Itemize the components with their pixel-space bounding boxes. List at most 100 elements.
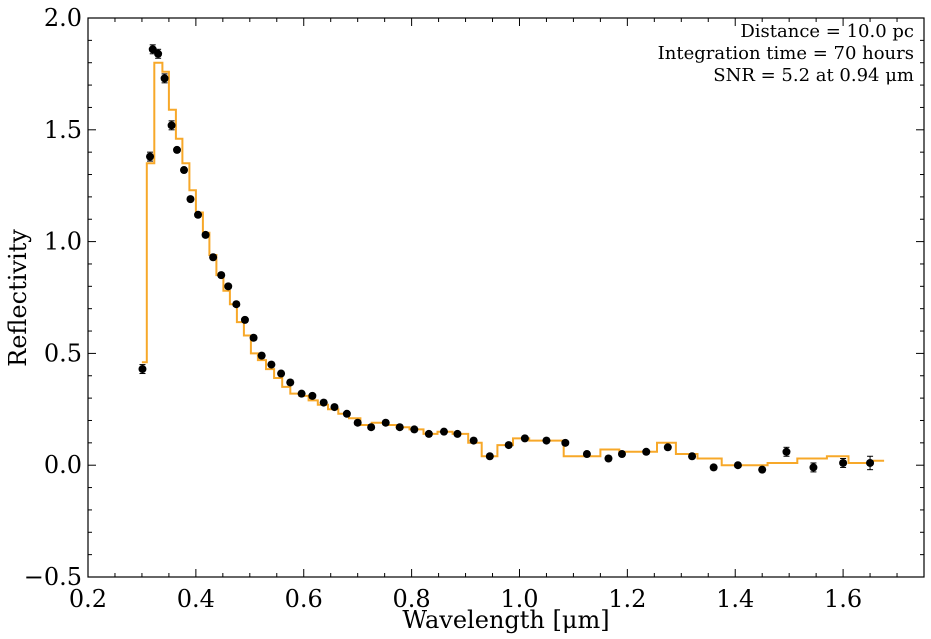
data-point [642, 447, 651, 456]
data-point [257, 351, 266, 360]
y-axis-title: Reflectivity [4, 229, 32, 367]
data-marker [209, 253, 218, 262]
data-point [353, 418, 362, 427]
data-point [809, 462, 818, 473]
data-point [160, 73, 169, 84]
x-tick-label: 1.4 [716, 585, 754, 613]
data-marker [146, 152, 155, 161]
x-tick-label: 0.4 [177, 585, 215, 613]
data-marker [186, 195, 195, 204]
data-marker [504, 441, 513, 450]
data-marker [286, 378, 295, 387]
data-marker [582, 450, 591, 459]
data-marker [330, 403, 339, 412]
data-point [209, 253, 218, 262]
data-point [485, 452, 494, 461]
data-point [367, 423, 376, 432]
data-marker [257, 351, 266, 360]
data-marker [224, 282, 233, 291]
data-marker [663, 443, 672, 452]
data-marker [381, 418, 390, 427]
data-point [249, 333, 258, 342]
data-point [504, 441, 513, 450]
data-point [201, 230, 210, 239]
x-tick-labels: 0.2 0.4 0.6 0.8 1.0 1.2 1.4 1.6 [69, 585, 862, 613]
data-marker [201, 230, 210, 239]
data-point [542, 436, 551, 445]
data-point [154, 48, 163, 59]
data-marker [617, 450, 626, 459]
data-marker [249, 333, 258, 342]
data-point [582, 450, 591, 459]
data-point [395, 423, 404, 432]
data-point [232, 300, 241, 309]
data-marker [866, 458, 875, 467]
data-marker [485, 452, 494, 461]
data-marker [297, 389, 306, 398]
data-point [469, 436, 478, 445]
data-marker [688, 452, 697, 461]
data-point [561, 438, 570, 447]
data-point [688, 452, 697, 461]
plot-frame [87, 17, 925, 578]
data-marker [439, 427, 448, 436]
data-point [308, 391, 317, 400]
annotation-snr: SNR = 5.2 at 0.94 μm [713, 65, 914, 86]
data-marker [424, 429, 433, 438]
data-point [709, 463, 718, 472]
data-marker [642, 447, 651, 456]
data-marker [469, 436, 478, 445]
data-point [167, 120, 176, 131]
data-point [180, 166, 189, 175]
y-tick-label: 0.0 [44, 451, 82, 479]
x-tick-label: 0.6 [285, 585, 323, 613]
y-tick-label: 0.5 [44, 339, 82, 367]
x-axis-title: Wavelength [μm] [402, 606, 609, 634]
data-point [330, 403, 339, 412]
data-point [663, 443, 672, 452]
data-marker [167, 121, 176, 130]
data-point [286, 378, 295, 387]
data-point [224, 282, 233, 291]
plot-area [138, 44, 885, 474]
data-marker [308, 391, 317, 400]
data-marker [604, 454, 613, 463]
data-marker [561, 438, 570, 447]
data-marker [410, 425, 419, 434]
data-point [758, 465, 767, 474]
data-marker [758, 465, 767, 474]
data-marker [277, 369, 286, 378]
data-marker [809, 463, 818, 472]
data-point [410, 425, 419, 434]
data-marker [839, 458, 848, 467]
data-point [277, 369, 286, 378]
data-marker [267, 360, 276, 369]
data-marker [232, 300, 241, 309]
data-marker [367, 423, 376, 432]
annotation-distance: Distance = 10.0 pc [740, 21, 914, 42]
data-marker [319, 398, 328, 407]
data-point [839, 457, 848, 468]
data-point [319, 398, 328, 407]
data-point [439, 427, 448, 436]
data-marker [395, 423, 404, 432]
data-marker [148, 45, 157, 54]
x-tick-label: 1.0 [500, 585, 538, 613]
model-step-line [141, 61, 885, 467]
y-tick-label: 2.0 [44, 4, 82, 32]
data-point [146, 151, 155, 162]
data-point [381, 418, 390, 427]
data-marker [542, 436, 551, 445]
data-point [342, 409, 351, 418]
data-marker [180, 166, 189, 175]
data-marker [353, 418, 362, 427]
y-tick-label: 1.0 [44, 228, 82, 256]
data-marker [154, 49, 163, 58]
data-point [297, 389, 306, 398]
y-tick-labels: −0.5 0.0 0.5 1.0 1.5 2.0 [24, 4, 82, 591]
data-point [194, 210, 203, 219]
data-marker [453, 429, 462, 438]
data-marker [782, 447, 791, 456]
data-marker [240, 315, 249, 324]
